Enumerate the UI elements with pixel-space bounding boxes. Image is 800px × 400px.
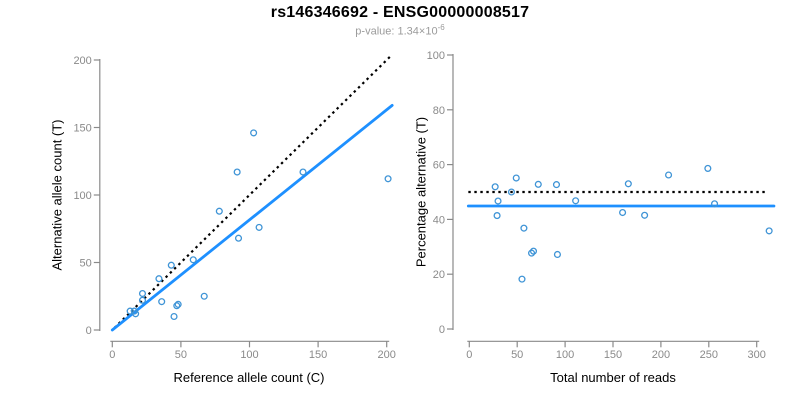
plot-title: rs146346692 - ENSG00000008517 [270,4,530,21]
data-point [572,197,580,205]
x-tick-label: 200 [378,349,396,361]
pvalue-prefix: p-value: [355,25,398,38]
data-point [158,298,166,306]
x-tick-label: 100 [240,349,258,361]
y-tick-label: 150 [73,123,91,135]
fit-line [110,103,394,332]
data-point [494,197,502,205]
data-point [215,207,223,215]
x-tick-label: 200 [652,349,670,361]
data-point [493,212,501,220]
data-point [512,174,520,182]
data-point [765,227,773,235]
data-point [552,181,561,189]
y-tick-label: 200 [73,55,91,67]
data-point [189,256,197,264]
x-tick-label: 250 [700,349,718,361]
y-tick-label: 0 [439,324,445,336]
x-tick-label: 100 [556,349,574,361]
x-tick-label: 150 [309,349,327,361]
data-point [250,129,258,137]
pvalue-base: 1.34×10 [397,25,438,38]
data-point [520,224,528,232]
data-point [507,188,516,196]
y-tick-label: 20 [433,269,445,281]
x-tick-label: 50 [175,349,187,361]
data-point [528,249,536,257]
y-tick-label: 50 [80,258,92,270]
x-tick-label: 0 [466,349,472,361]
x-tick-label: 150 [604,349,622,361]
y-tick-label: 100 [73,190,91,202]
y-tick-label: 100 [427,50,445,62]
data-point [132,310,140,318]
data-point [641,211,649,219]
data-point [170,312,178,321]
data-point [233,168,241,176]
right-xaxis-title: Total number of reads [550,370,676,385]
data-point [710,200,719,208]
data-point [665,171,673,179]
data-point [234,234,243,242]
data-point [173,302,181,310]
identity-line [113,55,391,329]
y-tick-label: 0 [86,325,92,337]
left-scatter-panel: 0 50 100 150 200 0 50 100 150 200 [73,55,395,361]
plot-subtitle: p-value: 1.34×10-6 [0,23,800,38]
data-point [138,296,147,304]
x-tick-label: 50 [511,349,523,361]
left-yaxis-title: Alternative allele count (T) [50,119,65,270]
y-tick-label: 40 [433,214,445,226]
data-point [138,289,147,298]
data-point [518,275,526,283]
right-scatter-panel: 0 50 100 150 200 250 300 0 20 40 60 80 100 [427,50,776,361]
x-tick-label: 0 [109,349,115,361]
data-point [155,275,163,283]
y-tick-label: 80 [433,105,445,117]
data-point [534,180,542,188]
data-point [553,250,561,259]
data-point [384,175,392,183]
data-point [704,164,712,172]
data-point [619,209,627,217]
data-point [126,307,134,315]
data-point [529,247,538,255]
data-point [255,223,263,231]
left-xaxis-title: Reference allele count (C) [173,370,324,385]
y-tick-label: 60 [433,160,445,172]
right-yaxis-title: Percentage alternative (T) [414,117,429,267]
data-point [491,183,499,191]
pvalue-exponent: -6 [437,23,445,32]
x-tick-label: 300 [748,349,766,361]
data-point [174,300,182,308]
data-point [167,261,175,269]
data-point [299,168,307,176]
data-point [624,180,632,188]
data-point [200,292,208,300]
